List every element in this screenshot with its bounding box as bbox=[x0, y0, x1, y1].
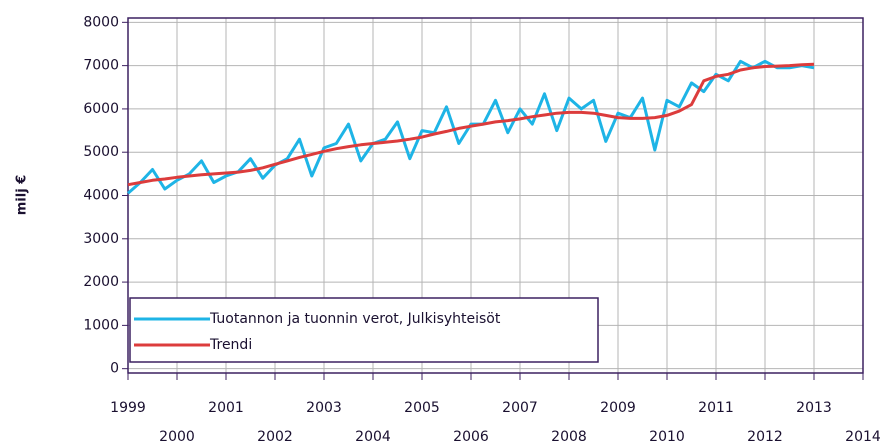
x-tick-label: 2006 bbox=[453, 429, 489, 445]
legend-label: Trendi bbox=[209, 337, 252, 353]
y-tick-label: 7000 bbox=[83, 58, 119, 74]
y-tick-label: 6000 bbox=[83, 101, 119, 117]
x-tick-label: 2008 bbox=[551, 429, 587, 445]
x-tick-label: 2003 bbox=[306, 400, 342, 416]
x-tick-label: 2007 bbox=[502, 400, 538, 416]
legend-label: Tuotannon ja tuonnin verot, Julkisyhteis… bbox=[209, 311, 501, 327]
plot-frame bbox=[127, 17, 864, 374]
x-tick-label: 2010 bbox=[649, 429, 685, 445]
x-tick-label: 2005 bbox=[404, 400, 440, 416]
y-axis-label: milj € bbox=[15, 175, 30, 216]
y-tick-label: 5000 bbox=[83, 144, 119, 160]
x-tick-label: 1999 bbox=[110, 400, 146, 416]
x-tick-label: 2009 bbox=[600, 400, 636, 416]
legend-box bbox=[129, 297, 599, 363]
y-tick-label: 8000 bbox=[83, 14, 119, 30]
x-tick-label: 2011 bbox=[698, 400, 734, 416]
y-tick-label: 0 bbox=[110, 361, 119, 377]
x-tick-label: 2004 bbox=[355, 429, 391, 445]
series-line bbox=[127, 62, 815, 187]
y-tick-label: 3000 bbox=[83, 231, 119, 247]
x-tick-label: 2012 bbox=[747, 429, 783, 445]
y-tick-label: 2000 bbox=[83, 274, 119, 290]
x-tick-label: 2014 bbox=[845, 429, 881, 445]
x-tick-label: 2000 bbox=[159, 429, 195, 445]
x-tick-label: 2002 bbox=[257, 429, 293, 445]
y-tick-label: 4000 bbox=[83, 188, 119, 204]
x-tick-label: 2001 bbox=[208, 400, 244, 416]
y-tick-label: 1000 bbox=[83, 317, 119, 333]
x-tick-label: 2013 bbox=[796, 400, 832, 416]
